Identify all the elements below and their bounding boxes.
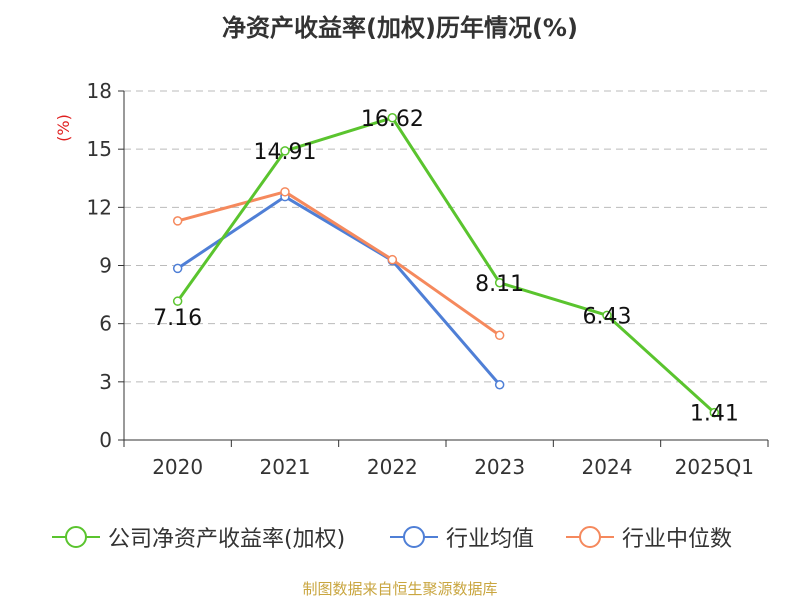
data-point[interactable] xyxy=(387,113,398,123)
data-label: 14.91 xyxy=(254,140,317,165)
y-tick-label: 9 xyxy=(99,254,112,278)
y-tick-label: 3 xyxy=(99,370,112,394)
x-tick-label: 2020 xyxy=(152,455,203,479)
data-label: 1.41 xyxy=(690,402,739,427)
data-point[interactable] xyxy=(709,407,720,418)
data-point[interactable] xyxy=(387,254,398,265)
legend-item-industry-median[interactable]: 行业中位数 xyxy=(566,517,732,557)
x-tick-label: 2023 xyxy=(474,455,525,479)
data-label: 7.16 xyxy=(153,306,202,331)
y-tick-label: 18 xyxy=(87,79,112,103)
data-labels: 7.16 14.91 16.62 8.11 6.43 1.41 xyxy=(153,107,739,427)
legend-swatch-company xyxy=(52,524,100,550)
data-label: 8.11 xyxy=(475,272,524,297)
y-axis-label: (%) xyxy=(54,114,73,142)
data-label: 16.62 xyxy=(361,107,424,132)
legend-circle-icon xyxy=(65,526,87,548)
y-tick-label: 6 xyxy=(99,312,112,336)
legend-item-company[interactable]: 公司净资产收益率(加权) xyxy=(52,517,345,557)
y-tick-label: 15 xyxy=(87,137,112,161)
x-tick-label: 2024 xyxy=(582,455,633,479)
data-point[interactable] xyxy=(602,310,612,321)
data-point[interactable] xyxy=(280,146,290,156)
x-tick-label: 2022 xyxy=(367,455,418,479)
series-line-0 xyxy=(176,116,716,414)
legend-circle-icon xyxy=(579,526,601,548)
data-point[interactable] xyxy=(172,263,183,274)
legend-label-industry-mean: 行业均值 xyxy=(446,527,535,552)
data-point[interactable] xyxy=(494,330,505,341)
data-point[interactable] xyxy=(172,296,183,306)
legend-label-company: 公司净资产收益率(加权) xyxy=(108,527,346,552)
series-lines xyxy=(172,113,720,418)
chart-title: 净资产收益率(加权)历年情况(%) xyxy=(222,14,578,42)
series-line-1 xyxy=(176,195,501,386)
data-source-footer: 制图数据来自恒生聚源数据库 xyxy=(302,580,498,598)
series-line-2 xyxy=(177,190,501,337)
gridlines xyxy=(124,90,768,383)
legend-circle-icon xyxy=(403,526,425,548)
axes: 0 3 6 9 12 15 18 2020 2021 2022 2023 2024 2025Q1 xyxy=(87,79,769,479)
legend-item-industry-mean[interactable]: 行业均值 xyxy=(390,517,534,557)
y-tick-label: 0 xyxy=(99,428,112,452)
legend-label-industry-median: 行业中位数 xyxy=(622,527,733,552)
data-point[interactable] xyxy=(494,379,505,390)
legend-swatch-industry-median xyxy=(566,524,614,550)
x-tick-label: 2021 xyxy=(260,455,311,479)
data-point[interactable] xyxy=(494,278,505,288)
data-label: 6.43 xyxy=(583,304,632,329)
data-point[interactable] xyxy=(280,187,290,197)
legend-swatch-industry-mean xyxy=(390,524,438,550)
y-tick-label: 12 xyxy=(87,195,112,219)
legend: 公司净资产收益率(加权) 行业均值 行业中位数 xyxy=(0,517,800,557)
x-tick-label: 2025Q1 xyxy=(675,455,754,479)
data-point[interactable] xyxy=(172,216,183,226)
